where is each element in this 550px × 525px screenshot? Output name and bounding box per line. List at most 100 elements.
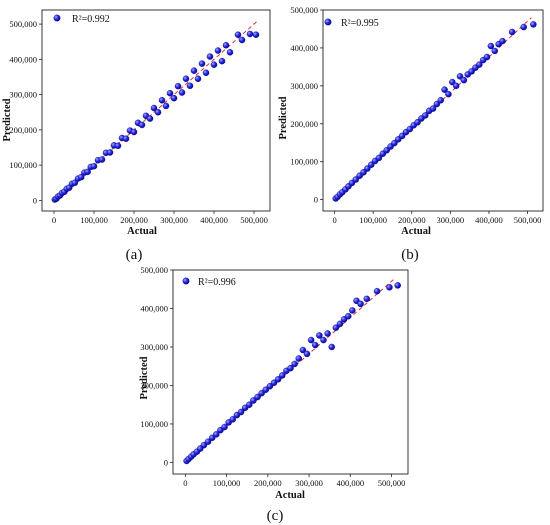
data-point	[287, 364, 294, 372]
legend-marker	[324, 18, 332, 26]
data-point	[344, 312, 352, 320]
data-point	[162, 102, 170, 110]
y-tick-label: 500,000	[9, 19, 37, 29]
data-point	[146, 115, 154, 122]
data-point	[254, 393, 261, 401]
data-point	[487, 42, 495, 50]
data-point	[291, 360, 298, 368]
legend-marker	[53, 14, 61, 22]
data-point	[214, 47, 222, 54]
data-point	[530, 21, 537, 28]
data-point	[77, 173, 85, 181]
data-point	[84, 168, 91, 176]
data-point	[349, 307, 356, 314]
panel-label-a: (a)	[126, 247, 143, 263]
data-point	[332, 324, 340, 331]
x-tick-label: 200,000	[120, 215, 148, 225]
y-axis-title-a: Predicted	[2, 98, 13, 141]
panel-label-b: (b)	[401, 247, 419, 263]
legend-text-b: R²=0.995	[341, 18, 379, 29]
data-point	[170, 94, 178, 102]
data-point	[206, 53, 214, 60]
x-tick-label: 400,000	[475, 215, 503, 225]
y-tick-label: 0	[314, 195, 318, 205]
x-tick-label: 300,000	[160, 215, 188, 225]
data-point	[307, 336, 315, 344]
data-point	[363, 295, 371, 303]
y-tick-label: 200,000	[140, 380, 168, 390]
data-point	[445, 90, 452, 98]
y-tick-label: 300,000	[9, 90, 37, 100]
data-point	[198, 60, 206, 67]
x-tick-label: 100,000	[80, 215, 108, 225]
x-axis-title-a: Actual	[127, 226, 157, 237]
data-point	[520, 23, 527, 31]
data-point	[194, 75, 202, 83]
data-point	[386, 284, 393, 291]
x-axis-title-c: Actual	[275, 490, 305, 501]
y-tick-label: 400,000	[290, 43, 318, 53]
axes-frame	[172, 269, 409, 475]
data-point	[336, 320, 344, 328]
data-point	[452, 82, 460, 90]
data-point	[476, 61, 483, 68]
plot-area-b: 0 100,000 200,000 300,000 400,000 500,000 0 100…	[290, 5, 544, 225]
data-point	[460, 76, 468, 84]
data-point	[491, 47, 499, 55]
data-point	[237, 408, 245, 416]
data-point	[106, 149, 114, 156]
x-tick-label: 400,000	[200, 215, 228, 225]
data-point	[238, 36, 246, 44]
plot-area-c: 0 100,000 200,000 300,000 400,000 500,000 0 100…	[140, 265, 409, 488]
data-point	[221, 423, 228, 431]
data-point	[222, 42, 230, 49]
data-point	[394, 282, 401, 289]
x-tick-label: 0	[332, 215, 336, 225]
data-point	[204, 438, 212, 445]
data-point	[328, 343, 335, 351]
data-point	[295, 355, 302, 362]
data-point	[213, 431, 220, 438]
axes-frame	[41, 9, 271, 212]
data-point	[190, 67, 198, 74]
data-point	[499, 37, 506, 45]
y-tick-label: 100,000	[9, 160, 37, 170]
y-tick-label: 100,000	[140, 419, 168, 429]
data-point	[357, 300, 364, 308]
x-tick-label: 200,000	[254, 478, 282, 488]
data-point	[218, 57, 226, 65]
data-point	[274, 376, 282, 383]
y-tick-label: 200,000	[9, 125, 37, 135]
data-point	[138, 121, 146, 129]
data-point	[150, 104, 158, 112]
data-point	[158, 97, 166, 104]
y-tick-label: 500,000	[290, 5, 318, 15]
data-point	[210, 61, 218, 68]
y-tick-label: 0	[164, 457, 168, 467]
data-point	[373, 287, 381, 295]
data-point	[303, 350, 311, 358]
data-point	[202, 69, 210, 77]
axes-frame	[322, 9, 544, 212]
x-tick-label: 300,000	[437, 215, 465, 225]
y-tick-label: 500,000	[140, 265, 168, 275]
data-point	[114, 142, 122, 150]
y-tick-label: 300,000	[290, 81, 318, 91]
x-tick-label: 500,000	[378, 478, 406, 488]
data-point	[316, 332, 323, 339]
y-axis-title-c: Predicted	[139, 356, 150, 399]
data-point	[375, 154, 383, 162]
data-point	[122, 135, 130, 142]
legend-marker	[182, 277, 190, 285]
y-tick-label: 400,000	[9, 54, 37, 64]
x-tick-label: 500,000	[240, 215, 268, 225]
panel-b: 0 100,000 200,000 300,000 400,000 500,000 0 100…	[278, 5, 544, 263]
x-tick-label: 0	[183, 478, 187, 488]
data-point	[166, 89, 174, 97]
data-point	[229, 416, 237, 423]
data-point	[311, 341, 319, 349]
data-point	[299, 346, 307, 354]
panel-label-c: (c)	[267, 508, 284, 524]
x-tick-label: 100,000	[213, 478, 241, 488]
